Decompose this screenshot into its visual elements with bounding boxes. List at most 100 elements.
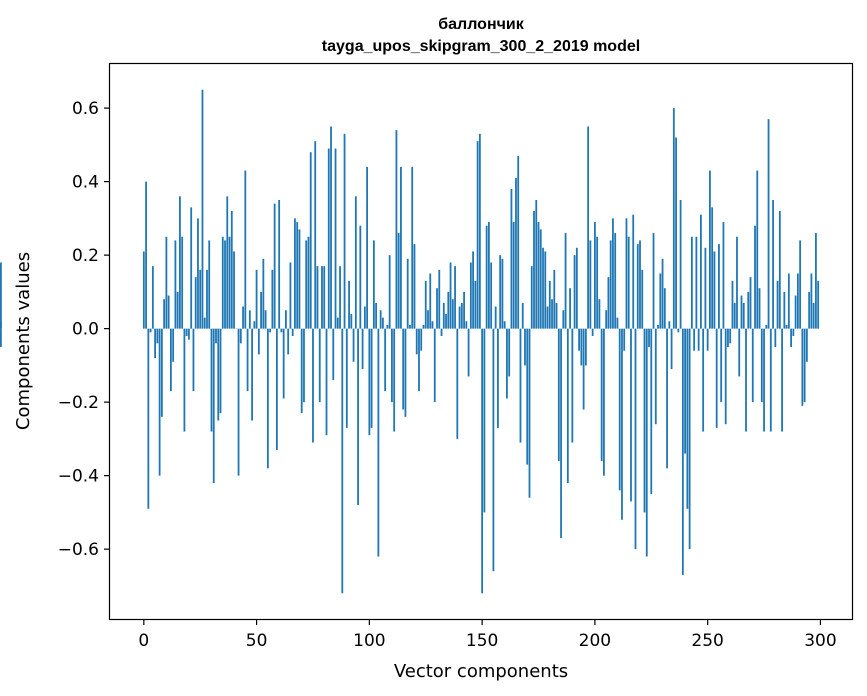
bar xyxy=(481,328,484,594)
bar xyxy=(754,225,756,329)
bar xyxy=(569,288,571,329)
y-tick-label: −0.6 xyxy=(58,540,99,560)
bar xyxy=(767,119,770,329)
bar xyxy=(684,328,686,454)
bar xyxy=(765,324,768,329)
bar xyxy=(630,328,632,502)
bar xyxy=(291,328,294,336)
bar xyxy=(219,328,222,414)
bar xyxy=(183,328,186,432)
bar xyxy=(300,328,303,414)
bar xyxy=(720,328,723,403)
bar xyxy=(151,266,154,329)
bar xyxy=(634,328,637,550)
bar xyxy=(469,262,472,329)
x-axis-ticks: 0 50 100 150 200 250 300 xyxy=(138,619,837,651)
bar xyxy=(817,280,820,329)
bar xyxy=(503,321,506,329)
bar xyxy=(167,295,170,329)
bar xyxy=(427,310,429,329)
bar xyxy=(307,236,310,329)
bar xyxy=(436,288,438,329)
bar xyxy=(785,324,788,329)
bar xyxy=(321,266,323,329)
bar xyxy=(603,328,605,476)
bar xyxy=(312,328,314,443)
bar xyxy=(799,240,802,329)
bar xyxy=(659,273,662,329)
bar xyxy=(675,137,677,329)
bar xyxy=(262,258,265,329)
bar xyxy=(294,218,296,329)
bar xyxy=(409,324,411,329)
bar xyxy=(169,328,172,392)
bar xyxy=(440,328,443,336)
bar xyxy=(681,328,684,575)
bar xyxy=(575,247,578,329)
bar xyxy=(149,328,152,333)
bar xyxy=(386,324,389,329)
bar xyxy=(179,196,181,329)
bar xyxy=(661,258,664,329)
bar xyxy=(411,166,414,329)
bar xyxy=(600,328,603,461)
bar xyxy=(693,328,696,351)
bar xyxy=(772,199,774,329)
bar xyxy=(544,251,547,329)
bar xyxy=(208,240,211,329)
bar xyxy=(715,328,718,428)
bar xyxy=(0,328,2,348)
bar xyxy=(395,130,398,329)
bar xyxy=(508,328,511,377)
bar xyxy=(282,328,285,399)
bar xyxy=(393,328,396,432)
bar xyxy=(596,236,599,329)
bar xyxy=(474,280,477,329)
bar xyxy=(643,328,646,513)
bar xyxy=(478,133,481,329)
bar xyxy=(255,269,258,329)
bar xyxy=(713,251,716,329)
bar xyxy=(163,299,166,329)
bar xyxy=(354,196,357,329)
bar xyxy=(546,306,549,329)
bar xyxy=(794,295,797,329)
bar xyxy=(781,328,783,432)
bar xyxy=(605,310,608,329)
bar xyxy=(438,269,441,329)
bar xyxy=(776,280,779,329)
bar xyxy=(445,313,447,329)
bar xyxy=(287,328,290,355)
bar xyxy=(203,317,206,329)
bar xyxy=(801,328,804,406)
bar xyxy=(192,328,195,392)
bar xyxy=(296,222,299,329)
bar xyxy=(239,328,242,344)
bar xyxy=(264,310,267,329)
bar xyxy=(810,273,813,329)
bar xyxy=(330,126,332,329)
bar xyxy=(345,328,348,428)
bar xyxy=(366,166,368,329)
bar xyxy=(194,277,197,329)
bar xyxy=(623,328,626,351)
bar xyxy=(760,328,763,403)
bar xyxy=(197,218,199,329)
bar xyxy=(305,240,308,329)
bar xyxy=(709,170,711,329)
bar xyxy=(598,299,601,329)
bar xyxy=(668,321,671,329)
bar xyxy=(526,328,529,465)
bar xyxy=(564,233,567,329)
bar xyxy=(303,328,305,403)
y-tick-label: 0.0 xyxy=(72,320,99,340)
bar xyxy=(487,222,490,329)
bar xyxy=(381,317,384,329)
y-tick-label: 0.2 xyxy=(72,246,99,266)
bar xyxy=(145,181,147,329)
bar xyxy=(463,291,465,329)
bar xyxy=(553,269,556,329)
bar xyxy=(756,170,759,329)
bar xyxy=(442,302,445,329)
bar xyxy=(323,266,326,329)
